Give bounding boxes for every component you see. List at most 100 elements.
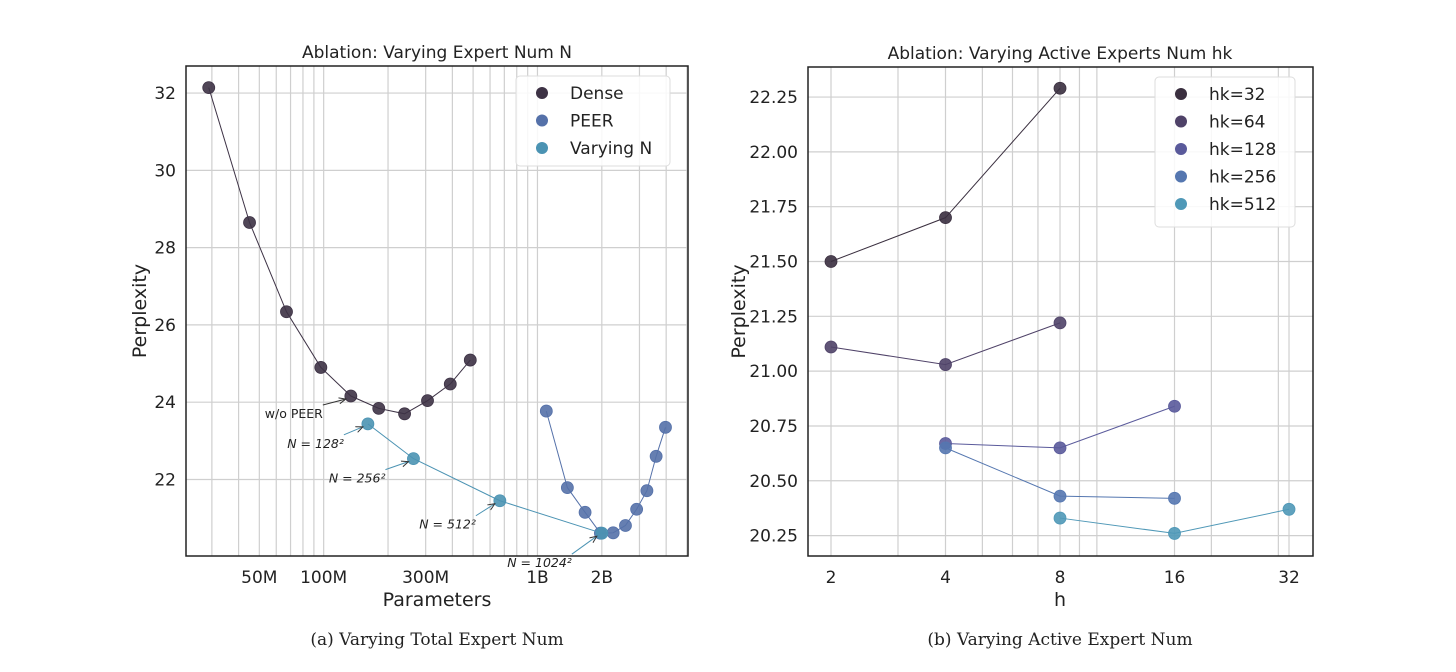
data-point bbox=[1053, 81, 1067, 95]
data-point bbox=[243, 216, 256, 229]
legend-marker bbox=[1175, 88, 1187, 100]
legend-label: PEER bbox=[570, 112, 614, 132]
y-axis-label: Perplexity bbox=[728, 264, 750, 358]
y-tick-label: 22 bbox=[154, 470, 176, 490]
annotation-label: N = 512² bbox=[419, 517, 476, 532]
legend-label: hk=128 bbox=[1209, 140, 1276, 160]
chart-title: Ablation: Varying Expert Num N bbox=[302, 43, 572, 63]
series-hk-128 bbox=[939, 399, 1181, 455]
data-point bbox=[939, 211, 952, 225]
data-point bbox=[939, 358, 952, 371]
annotation-arrow bbox=[475, 504, 495, 517]
data-point bbox=[630, 502, 644, 516]
annotation-label: N = 128² bbox=[287, 436, 344, 451]
legend: Dense PEER Varying N bbox=[515, 75, 671, 167]
data-point bbox=[372, 401, 386, 415]
legend-marker bbox=[1175, 143, 1187, 155]
y-tick-label: 20.75 bbox=[749, 417, 798, 437]
legend-marker bbox=[1175, 198, 1187, 210]
x-tick-label: 4 bbox=[940, 568, 951, 588]
figure-caption: (b) Varying Active Expert Num bbox=[927, 630, 1192, 650]
data-point bbox=[939, 441, 952, 455]
series-hk-32 bbox=[824, 81, 1067, 268]
series-line bbox=[545, 410, 666, 534]
legend-marker bbox=[536, 142, 548, 154]
legend-label: hk=32 bbox=[1209, 85, 1266, 105]
data-point bbox=[560, 481, 574, 495]
x-tick-label: 2B bbox=[591, 568, 613, 588]
x-tick-label: 300M bbox=[402, 568, 449, 588]
y-tick-label: 20.25 bbox=[749, 527, 798, 547]
data-point bbox=[202, 81, 216, 95]
series-hk-512 bbox=[1053, 502, 1296, 540]
data-point bbox=[1168, 491, 1181, 505]
y-tick-label: 20.50 bbox=[749, 472, 798, 492]
data-point bbox=[659, 420, 672, 434]
series-dense bbox=[202, 81, 477, 421]
y-tick-label: 21.00 bbox=[749, 362, 798, 382]
annotation-arrow bbox=[322, 399, 346, 406]
legend-marker bbox=[1175, 115, 1187, 128]
data-point bbox=[407, 452, 420, 466]
series-hk-256 bbox=[939, 441, 1181, 505]
y-axis-label: Perplexity bbox=[129, 264, 151, 358]
series-varying-n bbox=[361, 417, 609, 540]
annotation-label: N = 1024² bbox=[507, 555, 572, 570]
y-tick-label: 28 bbox=[154, 239, 176, 259]
y-tick-label: 22.25 bbox=[749, 88, 798, 108]
y-tick-label: 21.50 bbox=[749, 253, 798, 273]
figure-caption: (a) Varying Total Expert Num bbox=[310, 630, 563, 650]
legend-box bbox=[515, 75, 671, 167]
data-point bbox=[344, 389, 358, 403]
data-point bbox=[1168, 527, 1181, 540]
plot-frame bbox=[185, 65, 689, 557]
annotation-arrow bbox=[343, 427, 363, 436]
chart-1: 22 24 26 28 30 32 50M 100M 300M 1B 2B Ablation: Var… bbox=[129, 43, 689, 650]
data-point bbox=[824, 255, 838, 268]
chart-2: 20.25 20.50 20.75 21.00 21.25 21.50 21.75 22.00… bbox=[728, 44, 1314, 650]
annotation-arrow bbox=[385, 462, 408, 471]
x-tick-label: 100M bbox=[300, 568, 347, 588]
data-point bbox=[463, 353, 477, 367]
plot-frame bbox=[807, 66, 1314, 557]
y-tick-label: 22.00 bbox=[749, 143, 798, 163]
data-point bbox=[1053, 511, 1067, 525]
data-point bbox=[606, 526, 620, 540]
y-tick-label: 24 bbox=[154, 393, 176, 413]
data-point bbox=[361, 417, 375, 431]
x-tick-label: 2 bbox=[826, 568, 837, 588]
annotation-arrow bbox=[571, 536, 597, 555]
annotation-label: w/o PEER bbox=[265, 406, 323, 421]
legend-label: Varying N bbox=[570, 139, 652, 159]
annotation-label: N = 256² bbox=[329, 471, 386, 486]
legend-label: hk=256 bbox=[1209, 168, 1276, 188]
series-line bbox=[208, 87, 471, 415]
data-point bbox=[578, 505, 592, 519]
x-tick-label: 8 bbox=[1055, 568, 1066, 588]
data-point bbox=[619, 519, 632, 532]
y-tick-label: 26 bbox=[154, 316, 176, 336]
x-axis-label: h bbox=[1054, 589, 1066, 611]
data-point bbox=[1168, 399, 1181, 413]
data-point bbox=[595, 526, 609, 540]
data-point bbox=[1053, 316, 1067, 330]
x-tick-label: 50M bbox=[241, 568, 277, 588]
chart-title: Ablation: Varying Active Experts Num hk bbox=[888, 44, 1233, 64]
legend-marker bbox=[536, 87, 548, 99]
series-line bbox=[367, 423, 602, 534]
x-tick-label: 16 bbox=[1164, 568, 1186, 588]
data-point bbox=[824, 340, 838, 354]
series-peer bbox=[539, 404, 672, 540]
y-tick-label: 30 bbox=[154, 161, 176, 181]
series-hk-64 bbox=[824, 316, 1067, 371]
data-point bbox=[443, 377, 457, 391]
y-tick-label: 32 bbox=[154, 84, 176, 104]
x-axis-label: Parameters bbox=[383, 589, 492, 611]
data-point bbox=[280, 305, 293, 319]
legend-marker bbox=[536, 114, 548, 127]
data-point bbox=[640, 484, 654, 498]
legend-label: Dense bbox=[570, 84, 624, 104]
data-point bbox=[493, 494, 507, 508]
legend-label: hk=64 bbox=[1209, 113, 1266, 133]
